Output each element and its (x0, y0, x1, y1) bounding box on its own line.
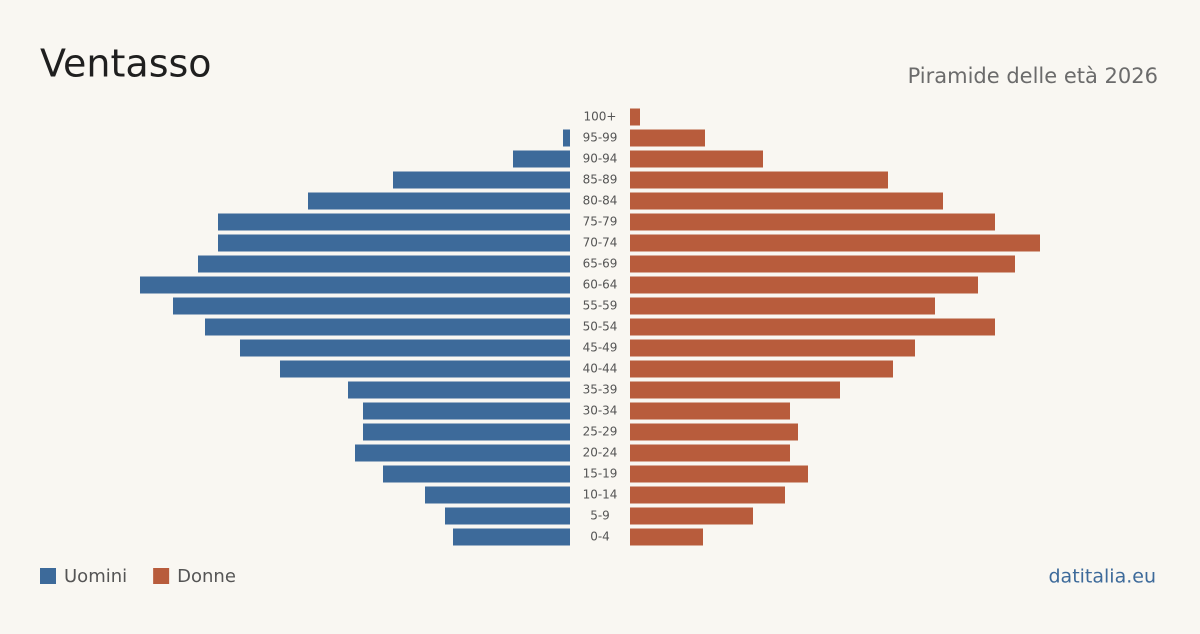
legend-swatch (40, 568, 56, 584)
bar (348, 381, 570, 399)
bar (240, 339, 570, 357)
bar (173, 297, 570, 315)
age-label: 85-89 (583, 173, 618, 187)
bar (513, 150, 570, 168)
bar (630, 402, 790, 420)
age-label: 65-69 (583, 257, 618, 271)
bar (140, 276, 570, 294)
age-label: 40-44 (583, 362, 618, 376)
bar (445, 507, 570, 525)
bar (630, 339, 915, 357)
bar (453, 528, 570, 546)
bar (630, 108, 640, 126)
bar (425, 486, 570, 504)
age-label: 95-99 (583, 131, 618, 145)
age-label: 45-49 (583, 341, 618, 355)
age-label: 10-14 (583, 488, 618, 502)
age-label: 60-64 (583, 278, 618, 292)
age-label: 0-4 (590, 530, 610, 544)
bar (630, 360, 893, 378)
age-label: 15-19 (583, 467, 618, 481)
age-label: 20-24 (583, 446, 618, 460)
bar (630, 171, 888, 189)
bar (218, 213, 570, 231)
bar (630, 423, 798, 441)
age-label: 75-79 (583, 215, 618, 229)
bar (630, 486, 785, 504)
age-label: 30-34 (583, 404, 618, 418)
bar (630, 276, 978, 294)
bar (630, 255, 1015, 273)
bar (205, 318, 570, 336)
legend-label: Donne (177, 566, 236, 587)
age-label: 35-39 (583, 383, 618, 397)
age-label: 100+ (584, 110, 617, 124)
bar (630, 528, 703, 546)
bar (355, 444, 570, 462)
bar (393, 171, 570, 189)
bar (630, 444, 790, 462)
bar (630, 318, 995, 336)
bar (308, 192, 570, 210)
bar (280, 360, 570, 378)
bar (198, 255, 570, 273)
age-label: 80-84 (583, 194, 618, 208)
legend-swatch (153, 568, 170, 584)
age-label: 50-54 (583, 320, 618, 334)
bar (630, 507, 753, 525)
source[interactable]: datitalia.eu (1049, 566, 1157, 588)
bar (630, 213, 995, 231)
bar (218, 234, 570, 252)
bar (630, 192, 943, 210)
age-label: 90-94 (583, 152, 618, 166)
bar (630, 381, 840, 399)
bar (630, 297, 935, 315)
bar (383, 465, 570, 483)
age-label: 55-59 (583, 299, 618, 313)
bar (563, 129, 570, 147)
age-label: 70-74 (583, 236, 618, 250)
bar (630, 234, 1040, 252)
legend-label: Uomini (64, 566, 127, 587)
bar (630, 129, 705, 147)
chart-title: Ventasso (40, 42, 212, 86)
bar (363, 402, 570, 420)
age-label: 5-9 (590, 509, 610, 523)
age-label: 25-29 (583, 425, 618, 439)
bar (630, 150, 763, 168)
chart-subtitle: Piramide delle età 2026 (908, 64, 1158, 88)
bar (363, 423, 570, 441)
bar (630, 465, 808, 483)
